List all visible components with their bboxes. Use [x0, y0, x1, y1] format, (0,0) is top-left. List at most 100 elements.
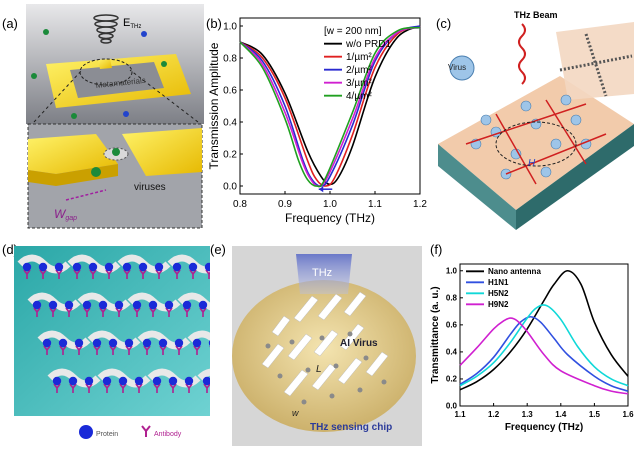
antibody [23, 269, 31, 279]
legend-title: [w = 200 nm] [324, 26, 382, 37]
virus-icon [91, 167, 101, 177]
protein [102, 376, 112, 386]
panel-c-illustration: THz Beam Virus H [436, 4, 636, 230]
substrate-top [438, 76, 634, 210]
width-label: w [292, 408, 299, 418]
length-label: L [316, 364, 322, 375]
legend-label: 2/µm² [346, 65, 372, 76]
chart-b-svg: 0.8 0.9 1.0 1.1 1.20.00.20.40.60.81.0Frequen… [207, 17, 427, 225]
legend-label: H5N2 [488, 289, 509, 298]
legend-label: H9N2 [488, 300, 509, 309]
y-tick-label: 1.0 [223, 21, 237, 32]
protein [114, 300, 124, 310]
protein [74, 338, 84, 348]
virus-label: Virus [448, 63, 466, 72]
protein [58, 338, 68, 348]
protein [172, 262, 182, 272]
protein [184, 376, 194, 386]
y-tick-label: 0.2 [446, 375, 458, 384]
x-axis-label: Frequency (THz) [505, 422, 583, 433]
antibody [125, 345, 133, 355]
legend-label: 1/µm² [346, 52, 372, 63]
protein [148, 300, 158, 310]
protein [82, 300, 92, 310]
y-tick-label: 0.4 [223, 117, 237, 128]
protein [92, 338, 102, 348]
virus-icon [449, 55, 475, 81]
x-tick-label: 0.9 [278, 199, 292, 210]
antibody [69, 383, 77, 393]
protein [104, 262, 114, 272]
protein [134, 376, 144, 386]
antibody [183, 307, 191, 317]
virus-particles [470, 94, 592, 180]
x-tick-label: 1.1 [368, 199, 382, 210]
x-tick-label: 1.2 [413, 199, 427, 210]
antibody [49, 307, 57, 317]
protein [182, 300, 192, 310]
antibody [185, 383, 193, 393]
y-tick-label: 0.4 [446, 348, 458, 357]
series-line-h1n1 [459, 315, 629, 392]
series-line-2-m- [239, 25, 421, 187]
chart-f-svg: 1.1 1.2 1.3 1.4 1.5 1.6 0.0 0.2 0.4 0.6 0.8 1.0 Freq… [430, 263, 634, 433]
e-field-label: ETHz [123, 17, 141, 30]
panel-label-e: (e) [210, 242, 226, 257]
protein [54, 262, 64, 272]
x-tick-label: 1.4 [555, 410, 567, 419]
series-line-3-m- [239, 26, 421, 187]
antibody [53, 383, 61, 393]
y-tick-label: 0.6 [446, 321, 458, 330]
x-tick-label: 0.8 [233, 199, 247, 210]
protein [164, 300, 174, 310]
protein [168, 376, 178, 386]
thz-wave-icon [93, 14, 119, 44]
antibody [155, 269, 163, 279]
protein [132, 300, 142, 310]
resonator-lines [465, 99, 607, 185]
w-gap-label: Wgap [54, 207, 77, 222]
antibody [193, 345, 201, 355]
x-tick-label: 1.6 [622, 410, 634, 419]
antibody [143, 345, 151, 355]
y-axis-label: Transmission Amplitude [207, 42, 221, 169]
y-tick-label: 1.0 [446, 266, 458, 275]
panel-b-chart: 0.8 0.9 1.0 1.1 1.2 0.0 0.2 0.4 0.6 0.8 1.0 Frequen… [206, 4, 436, 234]
antibody [103, 383, 111, 393]
antibody [73, 269, 81, 279]
antibody [65, 307, 73, 317]
antibody [89, 269, 97, 279]
antibody [153, 383, 161, 393]
thz-label: THz [312, 267, 332, 279]
antibody [85, 383, 93, 393]
virus-label: AI Virus [340, 338, 378, 349]
y-tick-label: 0.0 [223, 181, 237, 192]
antibody [43, 345, 51, 355]
plot-frame [459, 263, 629, 407]
antibody [33, 307, 41, 317]
sensing-chip [232, 280, 416, 432]
protein [22, 262, 32, 272]
antibody [83, 307, 91, 317]
series-line-h9n2 [459, 317, 629, 395]
y-tick-label: 0.0 [446, 402, 458, 411]
protein [138, 262, 148, 272]
y-tick-label: 0.8 [446, 293, 458, 302]
antibody [133, 307, 141, 317]
protein [198, 300, 208, 310]
y-tick-label: 0.2 [223, 149, 237, 160]
panel-d-illustration: Protein Antibody [14, 246, 251, 446]
legend-label: H1N1 [488, 278, 509, 287]
antibody [139, 269, 147, 279]
legend-label: 3/µm² [346, 78, 372, 89]
protein [158, 338, 168, 348]
protein [154, 262, 164, 272]
shift-arrowhead [318, 186, 324, 193]
series-line-nano-antenna [459, 269, 629, 391]
x-tick-label: 1.3 [522, 410, 534, 419]
protein [174, 338, 184, 348]
virus-icon [112, 148, 120, 156]
panel-label-d: (d) [2, 242, 18, 257]
panel-e-illustration: THz AI Virus L w THz sensing chip [232, 246, 422, 446]
panel-label-b: (b) [206, 16, 222, 31]
